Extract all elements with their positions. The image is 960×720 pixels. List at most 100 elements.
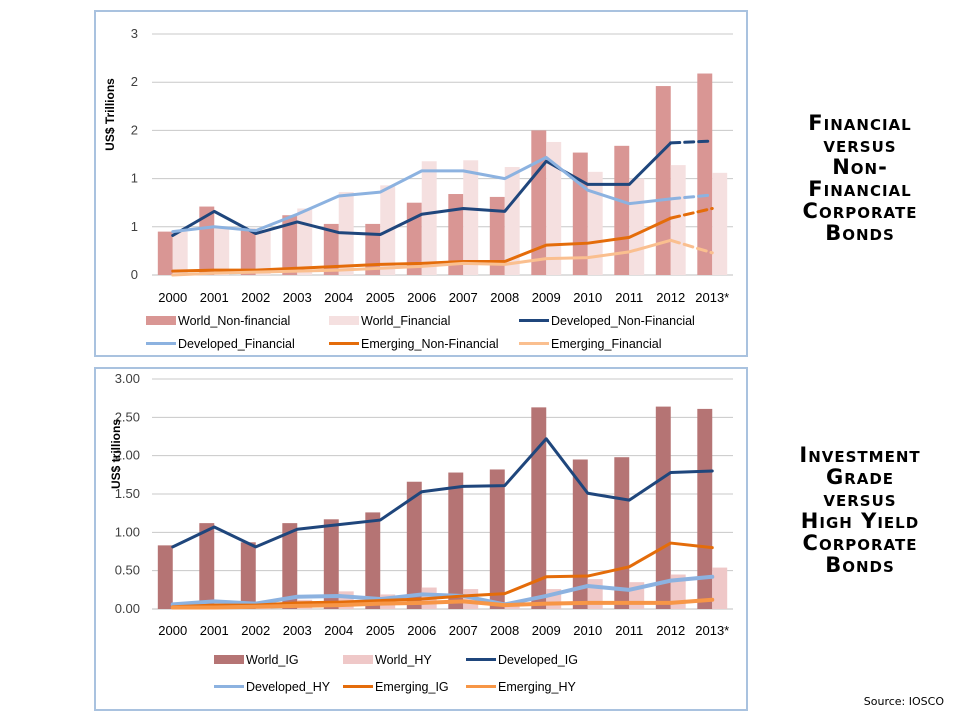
bar-world-non-financial [531, 130, 547, 275]
bar-world-financial [172, 231, 188, 275]
bar-world-financial [297, 208, 313, 275]
side-title-line: High Yield [800, 509, 920, 533]
chart-panel-financial: 0 1 1 2 2 3 US$ Trillions 2000 2001 2002 2003 2004 2… [94, 10, 748, 357]
bar-world-non-financial [365, 223, 381, 275]
x-tick-label: 2002 [241, 290, 270, 305]
bar-world-ig [489, 469, 505, 609]
side-title-ig-hy: Investment Grade versus High Yield Corpo… [760, 444, 960, 576]
bar-world-ig [697, 408, 713, 609]
bar-world-ig [448, 472, 464, 609]
legend-label-emerging-hy: Emerging_HY [498, 680, 576, 694]
legend-label-world-ig: World_IG [246, 653, 299, 667]
y-tick-label: 2.50 [115, 409, 140, 424]
bar-world-financial [629, 178, 645, 275]
bar-world-financial [712, 172, 728, 275]
y-tick-label: 3.00 [115, 371, 140, 386]
bar-world-non-financial [199, 206, 215, 275]
y-axis-label: US$ trillions [109, 419, 123, 489]
legend-label-emerging-ig: Emerging_IG [375, 680, 449, 694]
bar-world-financial [670, 165, 686, 275]
x-tick-label: 2011 [615, 623, 643, 638]
side-title-financial: Financial versus Non- Financial Corporat… [760, 112, 960, 244]
x-tick-label: 2003 [283, 290, 312, 305]
bar-world-ig [655, 406, 671, 609]
bar-world-ig [365, 512, 381, 609]
chart-ig-vs-hy: 0.00 0.50 1.00 1.50 2.00 2.50 3.00 US$ trillion… [109, 371, 733, 694]
chart-financial-vs-nonfinancial: 0 1 1 2 2 3 US$ Trillions 2000 2001 2002 2003 2004 2… [103, 26, 733, 351]
bar-world-non-financial [448, 194, 464, 275]
x-tick-label: 2007 [449, 290, 478, 305]
line-emerging-non-financial-projection [669, 206, 714, 220]
x-tick-label: 2010 [573, 290, 602, 305]
line-developed-financial [171, 155, 673, 234]
line-emerging-hy [170, 597, 715, 610]
bar-world-ig [157, 545, 173, 609]
bar-world-hy [712, 567, 728, 609]
y-tick-label: 2 [131, 74, 138, 89]
x-tick-label: 2008 [490, 290, 519, 305]
side-title-line: Grade [825, 465, 895, 489]
side-title-line: Corporate [802, 531, 918, 555]
y-tick-label: 1.50 [115, 486, 140, 501]
x-tick-label: 2012 [656, 623, 685, 638]
side-title-line: Bonds [825, 221, 895, 245]
bar-world-ig [323, 519, 339, 609]
side-title-line: versus [823, 487, 897, 511]
bar-world-non-financial [240, 228, 256, 275]
legend-label-world-financial: World_Financial [361, 314, 450, 328]
side-title-line: versus [823, 133, 897, 157]
x-tick-label: 2003 [283, 623, 312, 638]
y-tick-label: 1 [131, 171, 138, 186]
line-developed-non-financial [171, 141, 673, 237]
x-tick-label: 2001 [200, 623, 229, 638]
legend-label-developed-ig: Developed_IG [498, 653, 578, 667]
side-title-line: Bonds [825, 553, 895, 577]
bar-world-financial [504, 167, 520, 275]
x-tick-label: 2009 [532, 290, 561, 305]
x-tick-label: 2004 [324, 623, 353, 638]
x-tick-label: 2011 [615, 290, 643, 305]
bar-world-ig [240, 542, 256, 609]
bar-world-ig [572, 459, 588, 609]
line-developed-financial-projection [669, 193, 714, 201]
x-tick-label: 2000 [158, 290, 187, 305]
bar-world-ig [282, 523, 298, 609]
x-tick-label: 2012 [656, 290, 685, 305]
legend-label-developed-financial: Developed_Financial [178, 337, 295, 351]
legend-label-emerging-non-financial: Emerging_Non-Financial [361, 337, 499, 351]
x-tick-label: 2005 [366, 290, 395, 305]
line-emerging-financial-projection [669, 238, 714, 255]
y-tick-label: 3 [131, 26, 138, 41]
legend-swatch-world-non-financial [146, 316, 176, 325]
bar-world-non-financial [489, 196, 505, 275]
bar-world-financial [255, 229, 271, 275]
x-tick-label: 2007 [449, 623, 478, 638]
line-emerging-financial [171, 238, 673, 277]
source-note: Source: IOSCO [863, 695, 944, 708]
y-tick-label: 2 [131, 122, 138, 137]
bar-world-financial [421, 161, 437, 275]
line-developed-non-financial-projection [669, 139, 714, 145]
bar-world-financial [587, 171, 603, 275]
legend-swatch-world-financial [329, 316, 359, 325]
side-title-line: Investment [799, 443, 921, 467]
bar-world-non-financial [697, 73, 713, 275]
legend-label-developed-hy: Developed_HY [246, 680, 331, 694]
line-developed-ig [171, 437, 714, 549]
x-tick-label: 2013* [695, 290, 729, 305]
line-developed-hy [170, 574, 715, 607]
bar-world-ig [406, 481, 422, 609]
legend-swatch-world-hy [343, 655, 373, 664]
x-tick-label: 2000 [158, 623, 187, 638]
y-tick-label: 0 [131, 267, 138, 282]
legend-swatch-world-ig [214, 655, 244, 664]
chart-panel-ig-hy: 0.00 0.50 1.00 1.50 2.00 2.50 3.00 US$ trillion… [94, 367, 748, 711]
y-tick-label: 0.00 [115, 601, 140, 616]
x-tick-label: 2010 [573, 623, 602, 638]
legend-label-world-non-financial: World_Non-financial [178, 314, 290, 328]
side-title-line: Corporate [802, 199, 918, 223]
x-tick-label: 2002 [241, 623, 270, 638]
bar-world-ig [531, 407, 547, 609]
line-emerging-non-financial [171, 216, 673, 273]
bar-world-non-financial [282, 215, 298, 275]
